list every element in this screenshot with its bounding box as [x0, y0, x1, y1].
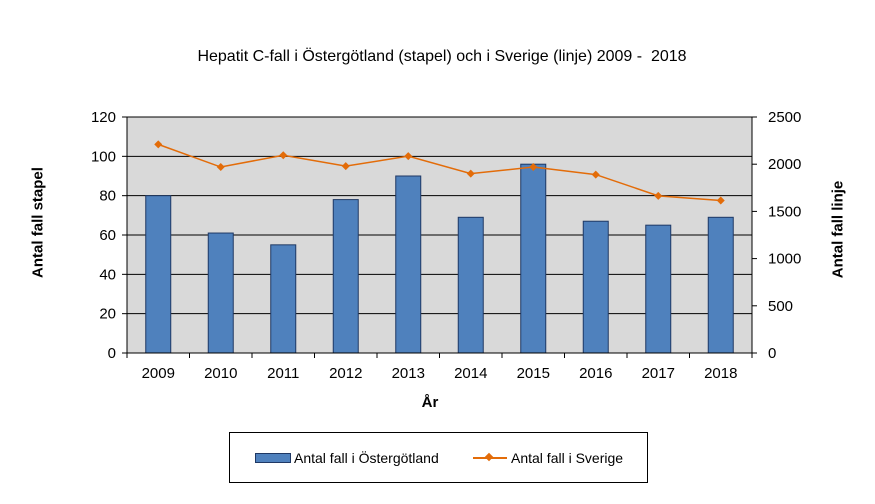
y-tick-label-right: 0 [768, 345, 776, 362]
x-tick-label: 2018 [704, 365, 737, 382]
bar [582, 220, 609, 354]
x-axis-label: År [421, 394, 439, 411]
y-tick-label-right: 1500 [768, 203, 801, 220]
line-point [154, 140, 163, 149]
y-tick-label-left: 40 [99, 266, 116, 283]
x-tick-label: 2009 [142, 365, 175, 382]
x-tick-label: 2015 [517, 365, 550, 382]
legend-bar-swatch [255, 453, 291, 463]
y-tick-label-left: 80 [99, 188, 116, 205]
line-point [404, 152, 413, 161]
bar [707, 216, 734, 354]
y-tick-label-right: 1000 [768, 251, 801, 268]
x-tick-label: 2014 [454, 365, 487, 382]
x-tick-label: 2016 [579, 365, 612, 382]
x-tick-label: 2017 [642, 365, 675, 382]
bar [145, 195, 172, 354]
x-tick-label: 2010 [204, 365, 237, 382]
y-tick-label-right: 2000 [768, 156, 801, 173]
line-point [591, 170, 600, 179]
legend: Antal fall i Östergötland Antal fall i S… [229, 432, 648, 483]
bar [270, 244, 297, 354]
y-tick-label-left: 60 [99, 227, 116, 244]
y-tick-label-left: 20 [99, 306, 116, 323]
y-tick-label-left: 0 [108, 345, 116, 362]
bar [457, 216, 484, 354]
y-tick-label-right: 500 [768, 298, 793, 315]
y-tick-label-left: 120 [91, 109, 116, 126]
line-point [216, 163, 225, 172]
series-line [157, 143, 721, 202]
x-tick-label: 2011 [267, 365, 299, 382]
bar [645, 224, 672, 354]
line-point [716, 196, 725, 205]
legend-item-ostergotland: Antal fall i Östergötland [255, 450, 439, 466]
x-tick-label: 2012 [329, 365, 362, 382]
x-tick-label: 2013 [392, 365, 425, 382]
legend-item-sverige: Antal fall i Sverige [473, 450, 623, 466]
y-tick-label-left: 100 [91, 148, 116, 165]
chart-title: Hepatit C-fall i Östergötland (stapel) o… [197, 48, 687, 65]
legend-label-ostergotland: Antal fall i Östergötland [294, 450, 439, 466]
bar [520, 163, 547, 354]
bar [207, 232, 234, 354]
line-point [466, 169, 475, 178]
line-point [529, 163, 538, 172]
line-point [654, 191, 663, 200]
bar [332, 199, 359, 354]
legend-label-sverige: Antal fall i Sverige [511, 450, 624, 466]
legend-line-swatch [473, 453, 507, 463]
bar [395, 175, 422, 354]
y-tick-label-right: 2500 [768, 109, 801, 126]
line-point [279, 151, 288, 160]
line-point [341, 162, 350, 171]
